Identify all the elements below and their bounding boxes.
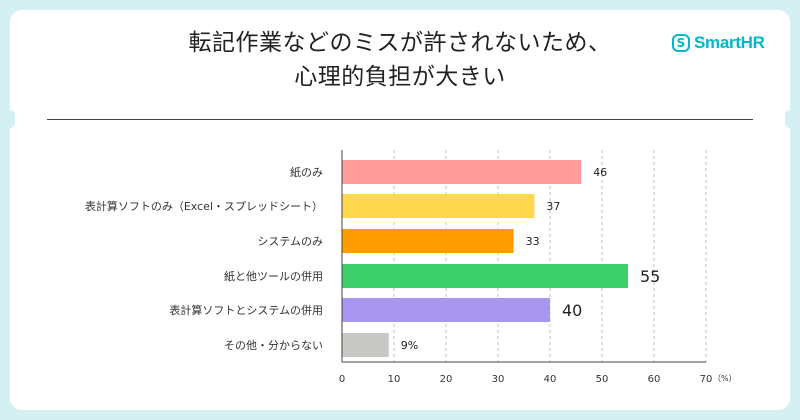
bar: [342, 333, 389, 357]
x-tick-label: 60: [648, 374, 661, 385]
bar: [342, 264, 628, 288]
data-label: 37: [546, 200, 560, 213]
bar: [342, 298, 550, 322]
x-tick-label: 70: [700, 374, 713, 385]
x-tick-label: 30: [492, 374, 505, 385]
data-label: 9%: [401, 339, 418, 352]
bar: [342, 160, 582, 184]
x-tick-label: 0: [339, 374, 345, 385]
category-label: 紙と他ツールの併用: [224, 269, 323, 283]
category-label: 紙のみ: [290, 165, 323, 179]
title-line-2: 心理的負担が大きい: [294, 64, 506, 90]
title-line-1: 転記作業などのミスが許されないため、: [188, 30, 612, 56]
data-label: 33: [526, 235, 540, 248]
chart-title: 転記作業などのミスが許されないため、 心理的負担が大きい: [0, 26, 800, 94]
data-label: 46: [593, 166, 607, 179]
bar: [342, 194, 535, 218]
brand-logo-text: SmartHR: [694, 33, 765, 52]
x-tick-label: 20: [440, 374, 453, 385]
category-label: システムのみ: [257, 235, 323, 248]
card-notch-left: [5, 110, 15, 128]
x-tick-label: 40: [544, 374, 557, 385]
x-tick-label: 10: [388, 374, 401, 385]
smarthr-logo-icon: S: [672, 34, 690, 52]
title-divider: [47, 119, 753, 120]
category-label: 表計算ソフトとシステムの併用: [169, 303, 323, 317]
bar: [342, 229, 514, 253]
data-label: 55: [640, 267, 660, 286]
category-label: その他・分からない: [224, 339, 323, 352]
category-label: 表計算ソフトのみ（Excel・スプレッドシート）: [85, 199, 323, 213]
brand-logo: S SmartHR: [672, 32, 765, 54]
card-notch-right: [785, 110, 795, 128]
x-tick-label: 50: [596, 374, 609, 385]
x-axis-unit-label: （%）: [713, 374, 737, 383]
data-label: 40: [562, 301, 582, 320]
